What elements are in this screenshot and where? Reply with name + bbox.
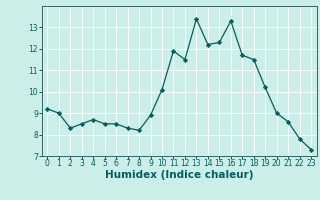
X-axis label: Humidex (Indice chaleur): Humidex (Indice chaleur) bbox=[105, 170, 253, 180]
